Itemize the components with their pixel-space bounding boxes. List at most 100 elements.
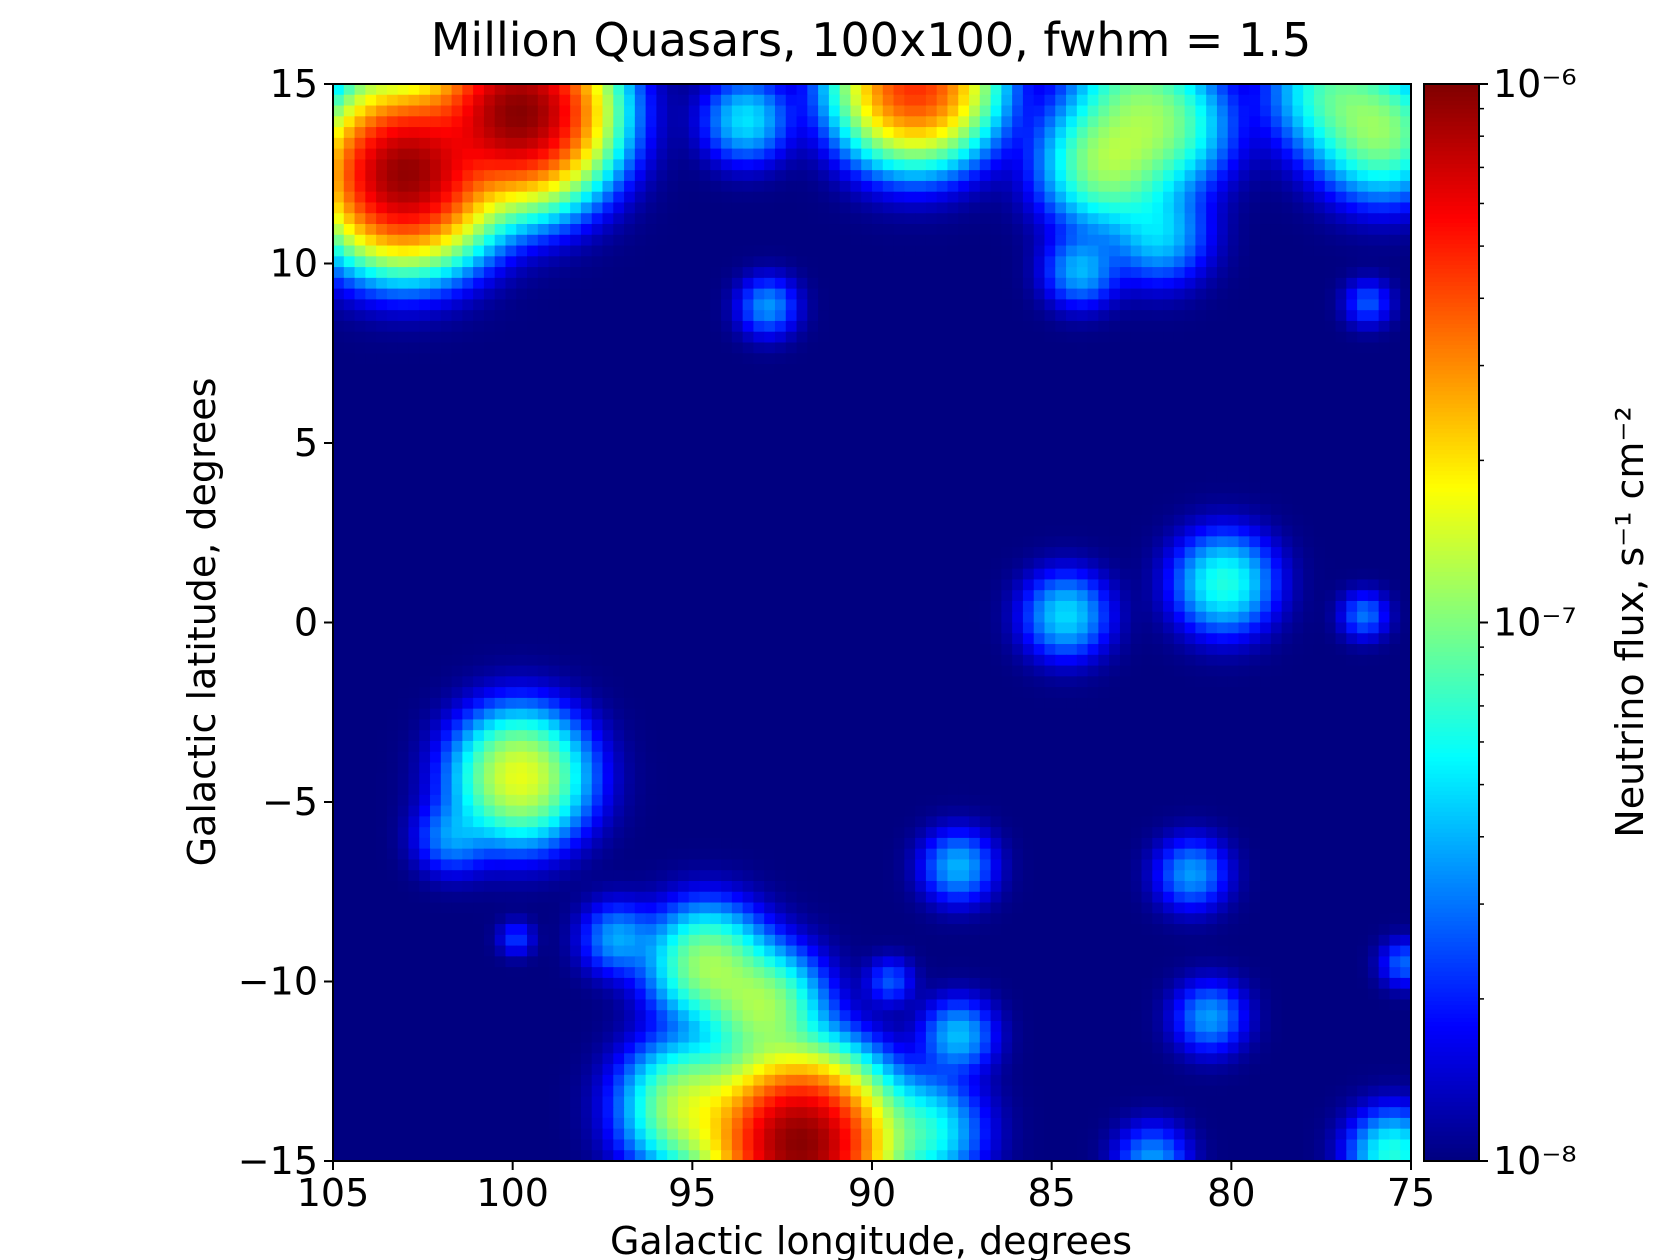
heatmap-cell — [1152, 213, 1164, 225]
heatmap-cell — [430, 611, 442, 624]
heatmap-cell — [1249, 234, 1261, 247]
heatmap-cell — [1400, 299, 1412, 311]
heatmap-cell — [1260, 234, 1272, 247]
heatmap-cell — [979, 407, 992, 419]
heatmap-cell — [882, 439, 895, 451]
heatmap-cell — [969, 180, 981, 193]
heatmap-cell — [537, 94, 550, 107]
heatmap-cell — [451, 590, 463, 602]
heatmap-cell — [516, 342, 528, 354]
heatmap-cell — [1292, 557, 1304, 570]
heatmap-cell — [386, 482, 399, 494]
heatmap-cell — [969, 450, 981, 462]
heatmap-cell — [483, 611, 496, 624]
heatmap-cell — [807, 600, 819, 613]
heatmap-cell — [1173, 159, 1186, 171]
heatmap-cell — [807, 277, 819, 290]
heatmap-cell — [343, 191, 356, 204]
heatmap-cell — [947, 224, 959, 236]
heatmap-cell — [753, 224, 765, 236]
heatmap-cell — [785, 504, 798, 516]
heatmap-cell — [1130, 557, 1143, 570]
heatmap-cell — [430, 504, 442, 516]
heatmap-cell — [904, 439, 916, 451]
heatmap-cell — [710, 525, 722, 537]
heatmap-cell — [365, 590, 377, 602]
heatmap-cell — [430, 170, 442, 182]
heatmap-cell — [408, 342, 420, 354]
heatmap-cell — [591, 245, 604, 257]
heatmap-cell — [645, 310, 657, 322]
heatmap-cell — [667, 547, 679, 559]
heatmap-cell — [1141, 514, 1153, 527]
heatmap-cell — [1389, 547, 1401, 559]
heatmap-cell — [839, 482, 852, 494]
heatmap-cell — [1033, 547, 1046, 559]
heatmap-cell — [1367, 202, 1380, 214]
heatmap-cell — [850, 234, 862, 247]
heatmap-cell — [969, 84, 981, 96]
heatmap-cell — [667, 191, 679, 204]
heatmap-cell — [699, 310, 711, 322]
heatmap-cell — [1001, 460, 1013, 473]
heatmap-cell — [721, 417, 733, 430]
heatmap-cell — [915, 504, 927, 516]
heatmap-cell — [645, 213, 657, 225]
heatmap-cell — [904, 482, 916, 494]
heatmap-cell — [1066, 213, 1078, 225]
heatmap-cell — [1195, 116, 1207, 128]
heatmap-cell — [1270, 94, 1283, 107]
heatmap-cell — [537, 256, 550, 268]
heatmap-cell — [1152, 277, 1164, 290]
heatmap-cell — [548, 127, 560, 139]
heatmap-cell — [688, 170, 701, 182]
heatmap-cell — [764, 600, 776, 613]
heatmap-cell — [774, 84, 787, 96]
heatmap-cell — [1173, 94, 1186, 107]
heatmap-cell — [1206, 557, 1218, 570]
heatmap-cell — [1066, 277, 1078, 290]
heatmap-cell — [1152, 288, 1164, 300]
heatmap-cell — [872, 364, 884, 376]
heatmap-cell — [1076, 299, 1089, 311]
heatmap-cell — [818, 353, 830, 365]
heatmap-cell — [958, 127, 970, 139]
heatmap-cell — [408, 84, 420, 96]
heatmap-cell — [570, 568, 582, 581]
heatmap-cell — [925, 202, 938, 214]
heatmap-cell — [1130, 579, 1143, 591]
heatmap-cell — [915, 105, 927, 117]
heatmap-cell — [1076, 320, 1089, 333]
heatmap-cell — [990, 428, 1002, 441]
heatmap-cell — [828, 288, 841, 300]
heatmap-cell — [656, 428, 668, 441]
heatmap-cell — [494, 310, 507, 322]
heatmap-cell — [1378, 234, 1391, 247]
heatmap-cell — [1367, 364, 1380, 376]
heatmap-cell — [1227, 493, 1240, 505]
heatmap-cell — [1367, 94, 1380, 107]
heatmap-cell — [1346, 493, 1358, 505]
heatmap-cell — [796, 105, 808, 117]
heatmap-cell — [1270, 611, 1283, 624]
heatmap-cell — [915, 224, 927, 236]
heatmap-cell — [915, 353, 927, 365]
heatmap-cell — [774, 525, 787, 537]
heatmap-cell — [742, 105, 755, 117]
heatmap-cell — [451, 439, 463, 451]
heatmap-cell — [936, 159, 949, 171]
heatmap-cell — [1055, 234, 1067, 247]
heatmap-cell — [990, 277, 1002, 290]
heatmap-cell — [1303, 331, 1315, 344]
heatmap-cell — [861, 547, 873, 559]
heatmap-cell — [419, 471, 431, 484]
heatmap-cell — [1270, 353, 1283, 365]
heatmap-cell — [624, 547, 636, 559]
heatmap-cell — [451, 105, 463, 117]
heatmap-cell — [915, 170, 927, 182]
heatmap-cell — [1152, 428, 1164, 441]
heatmap-cell — [430, 137, 442, 150]
heatmap-cell — [699, 159, 711, 171]
heatmap-cell — [774, 331, 787, 344]
heatmap-cell — [1066, 482, 1078, 494]
